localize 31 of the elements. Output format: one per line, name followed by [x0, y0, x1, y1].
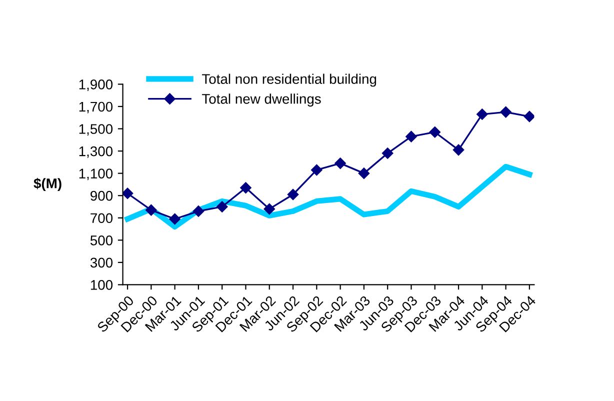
y-tick-label: 1,100	[79, 168, 113, 180]
y-tick-label: 1,900	[79, 80, 113, 92]
point	[452, 144, 464, 156]
point	[476, 108, 488, 120]
y-axis-title: $(M)	[34, 178, 62, 192]
point	[406, 130, 417, 142]
point	[358, 168, 370, 179]
point	[169, 213, 180, 225]
legend-label: Total non residential building	[202, 74, 376, 87]
point	[334, 158, 346, 169]
point	[429, 126, 440, 138]
y-tick-label: 1,700	[79, 102, 113, 114]
point	[216, 201, 228, 212]
point	[264, 203, 275, 215]
point	[240, 182, 252, 194]
point	[146, 204, 157, 216]
y-tick-label: 300	[90, 258, 113, 268]
y-tick-label: 100	[90, 280, 113, 290]
y-tick-label: 500	[90, 235, 113, 246]
legend-label: Total new dwellings	[202, 94, 321, 107]
point	[287, 188, 299, 200]
point	[122, 188, 134, 199]
point	[311, 164, 322, 176]
point	[382, 148, 394, 159]
y-tick-label: 700	[90, 213, 113, 224]
point	[192, 206, 204, 217]
point	[500, 106, 512, 118]
y-tick-label: 1,500	[79, 124, 113, 136]
point	[524, 110, 534, 122]
y-tick-label: 1,300	[79, 146, 113, 158]
y-tick-label: 900	[90, 190, 113, 201]
